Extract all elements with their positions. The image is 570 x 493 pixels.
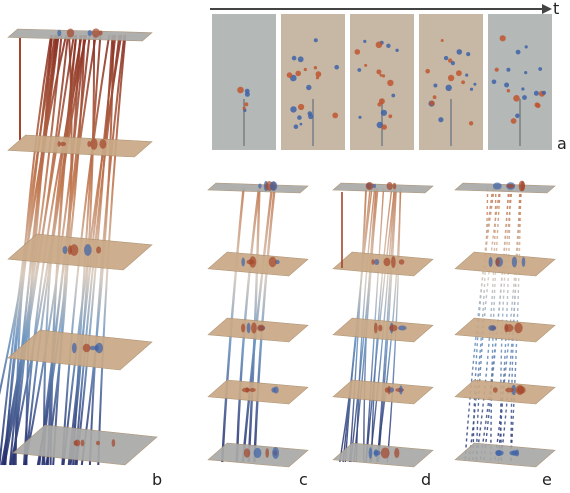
snapshot-5 [488,14,552,150]
panel-label-e: e [542,470,552,489]
panel-b-plane-3 [7,233,153,271]
panel-a-snapshots [212,14,552,150]
panel-b-plane-2 [7,134,153,158]
panel-label-b: b [152,470,163,489]
snapshot-1 [212,14,276,150]
panel-b-plane-1 [7,28,153,42]
paneld-plane-2 [332,251,434,277]
paneld-plane-4 [332,379,434,405]
time-axis-label: t [553,0,560,18]
panel-b-vortex-render [0,28,158,466]
panel-label-a: a [557,134,567,153]
panele-plane-1 [454,182,556,194]
snapshot-4 [419,14,483,150]
panel-c-vortex-render [207,180,309,468]
time-axis-arrow [210,4,552,14]
panelc-plane-4 [207,379,309,405]
panel-label-c: c [299,470,308,489]
panel-label-d: d [421,470,432,489]
panele-plane-2 [454,251,556,277]
paneld-plane-3 [332,317,434,343]
panel-e-vortex-render [454,180,556,468]
panel-b-plane-5 [12,424,158,466]
snapshot-2 [281,14,345,150]
paneld-plane-1 [332,182,434,194]
panelc-plane-2 [207,251,309,277]
panele-plane-5 [454,442,556,468]
panele-plane-4 [454,379,556,405]
snapshot-3 [350,14,414,150]
panelc-plane-1 [207,182,309,194]
panel-b-plane-4 [7,329,153,371]
panel-d-vortex-render [332,182,434,468]
